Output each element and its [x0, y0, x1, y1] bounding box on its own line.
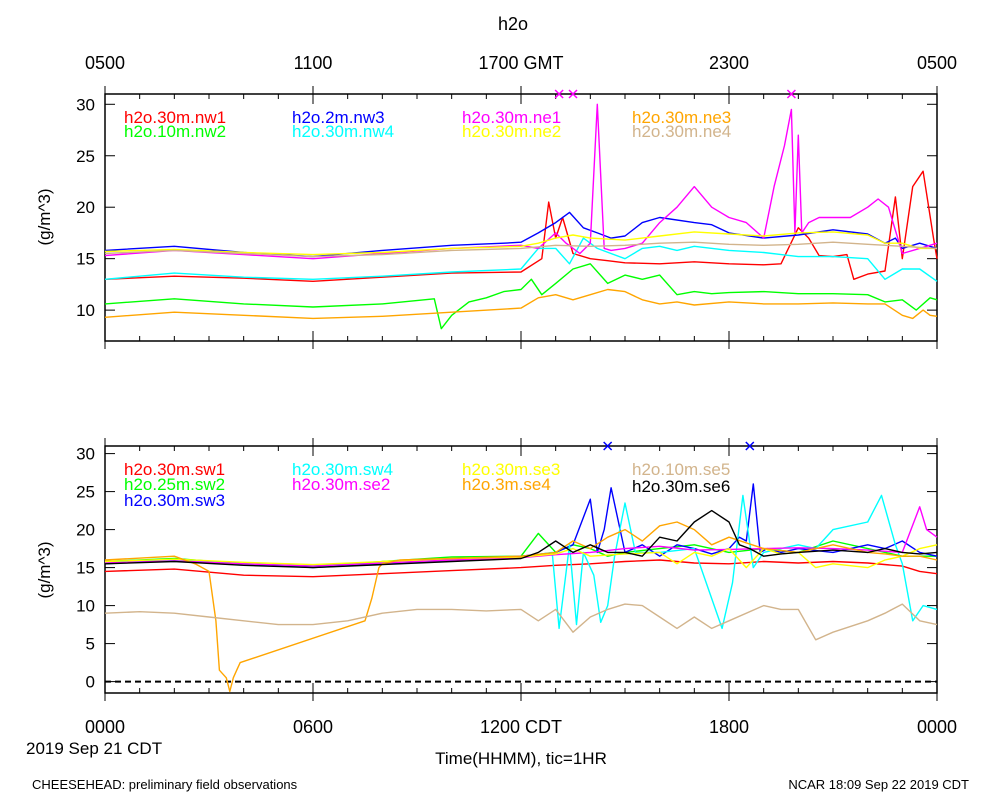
legend-entry: h2o.30m.sw3 [124, 491, 225, 510]
legend-entry: h2o.30m.ne2 [462, 122, 561, 141]
chart-title: h2o [498, 14, 528, 34]
series-line-h2o.10m.nw2 [104, 263, 938, 330]
top-axis-tick-label: 1100 [294, 53, 333, 73]
series-line-h2o.2m.nw3 [104, 211, 938, 258]
legend-entry: h2o.30m.se2 [292, 475, 390, 494]
legend-entry: h2o.3m.se4 [462, 475, 551, 494]
series-line-h2o.30m.ne1 [104, 103, 938, 260]
legend-entry: h2o.30m.sw1 [124, 460, 225, 479]
top-axis-tick-label: 2300 [709, 53, 749, 73]
top-time-axis-labels: 0500 1100 1700 GMT 2300 0500 [85, 53, 957, 73]
y-tick-label: 25 [76, 483, 95, 502]
series-line-h2o.30m.ne2 [104, 231, 937, 256]
top-panel-legend: h2o.30m.nw1h2o.10m.nw2h2o.2m.nw3h2o.30m.… [124, 108, 731, 141]
series-line-h2o.30m.ne3 [104, 288, 938, 320]
y-tick-label: 20 [76, 198, 95, 217]
series-line-h2o.30m.nw4 [104, 237, 938, 282]
legend-entry: h2o.30m.nw4 [292, 122, 394, 141]
bottom-axis-tick-label: 1200 CDT [480, 717, 562, 737]
offscale-marker [786, 89, 796, 99]
y-tick-label: 5 [86, 635, 95, 654]
y-tick-label: 15 [76, 559, 95, 578]
legend-entry: h2o.10m.se5 [632, 460, 730, 479]
bottom-panel-series [104, 483, 938, 693]
bottom-axis-tick-label: 0000 [917, 717, 957, 737]
y-tick-label: 30 [76, 445, 95, 464]
legend-entry: h2o.30m.sw4 [292, 460, 393, 479]
series-line-h2o.30m.sw1 [104, 559, 938, 578]
footer-left: CHEESEHEAD: preliminary field observatio… [32, 777, 298, 792]
y-tick-label: 15 [76, 250, 95, 269]
bottom-panel-axes: 0 5 10 15 20 25 30 [76, 438, 938, 701]
y-tick-label: 25 [76, 147, 95, 166]
x-axis-label: Time(HHMM), tic=1HR [435, 749, 607, 768]
series-line-h2o.30m.nw1 [104, 170, 938, 282]
offscale-marker [568, 89, 578, 99]
legend-entry: h2o.30m.ne4 [632, 122, 731, 141]
legend-entry: h2o.25m.sw2 [124, 475, 225, 494]
legend-entry: h2o.30m.se6 [632, 477, 730, 496]
offscale-marker [603, 441, 613, 451]
top-panel-series [104, 103, 938, 330]
top-panel-offscale-markers [554, 89, 796, 99]
legend-entry: h2o.10m.nw2 [124, 122, 226, 141]
date-label: 2019 Sep 21 CDT [26, 739, 162, 758]
legend-entry: h2o.30m.ne1 [462, 108, 561, 127]
bottom-time-axis-labels: 0000 0600 1200 CDT 1800 0000 [85, 717, 957, 737]
legend-entry: h2o.30m.se3 [462, 460, 560, 479]
legend-entry: h2o.2m.nw3 [292, 108, 385, 127]
bottom-axis-tick-label: 0000 [85, 717, 125, 737]
series-line-h2o.25m.sw2 [104, 532, 937, 567]
top-axis-tick-label: 0500 [917, 53, 957, 73]
footer-right: NCAR 18:09 Sep 22 2019 CDT [788, 777, 969, 792]
y-tick-label: 10 [76, 597, 95, 616]
top-axis-tick-label: 1700 GMT [478, 53, 563, 73]
offscale-marker [554, 89, 564, 99]
y-tick-label: 0 [86, 673, 95, 692]
series-line-h2o.10m.se5 [104, 603, 938, 641]
bottom-panel-offscale-markers [603, 441, 755, 451]
legend-entry: h2o.30m.nw1 [124, 108, 226, 127]
y-tick-label: 10 [76, 301, 95, 320]
series-line-h2o.30m.se6 [104, 509, 938, 569]
bottom-panel-ylabel: (g/m^3) [35, 541, 54, 598]
offscale-marker [745, 441, 755, 451]
y-tick-label: 20 [76, 521, 95, 540]
y-tick-label: 30 [76, 95, 95, 114]
series-line-h2o.30m.ne4 [104, 241, 938, 258]
bottom-axis-tick-label: 0600 [293, 717, 333, 737]
top-panel-ylabel: (g/m^3) [35, 188, 54, 245]
series-line-h2o.30m.se2 [104, 506, 938, 567]
legend-entry: h2o.30m.ne3 [632, 108, 731, 127]
top-panel-axes: 10 15 20 25 30 [76, 86, 938, 349]
top-axis-tick-label: 0500 [85, 53, 125, 73]
bottom-axis-tick-label: 1800 [709, 717, 749, 737]
